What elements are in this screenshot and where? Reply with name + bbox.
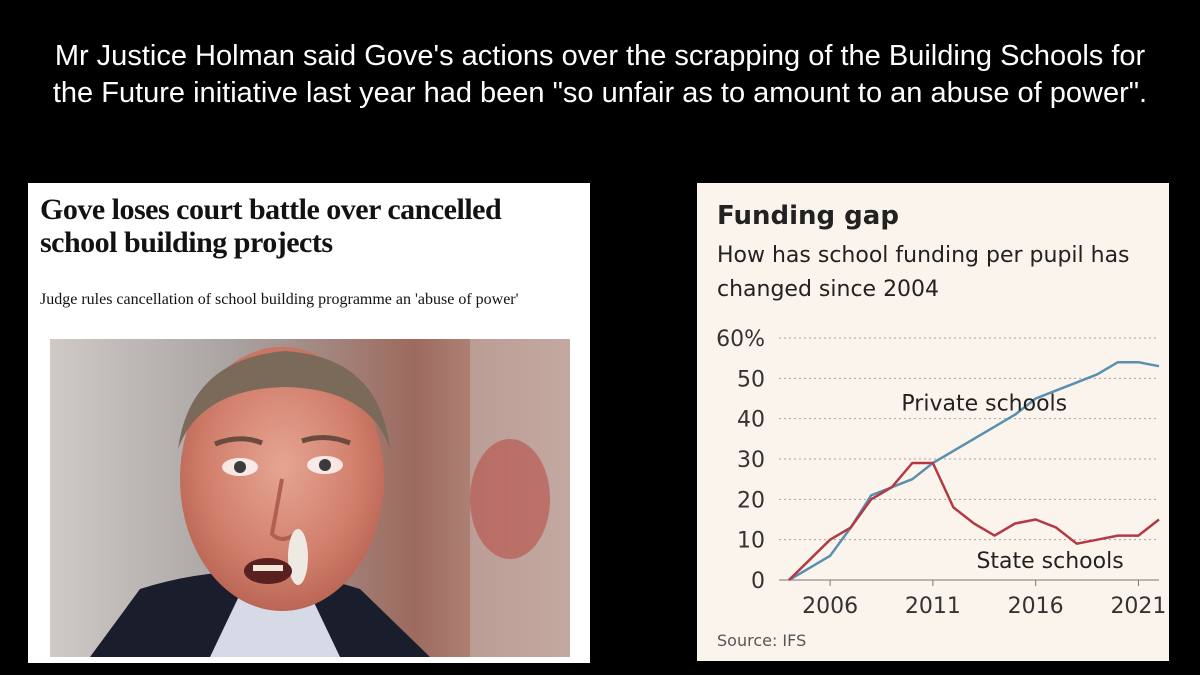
article-clipping: Gove loses court battle over cancelled s… [28,183,590,663]
y-tick-label: 30 [737,448,765,473]
x-tick-label: 2021 [1110,594,1166,619]
y-tick-label: 50 [737,367,765,392]
portrait-illustration [50,339,570,657]
y-tick-label: 20 [737,488,765,513]
x-tick-label: 2016 [1008,594,1064,619]
chart-subtitle: How has school funding per pupil has cha… [717,243,1130,302]
article-headline: Gove loses court battle over cancelled s… [40,193,502,259]
y-tick-label: 40 [737,408,765,433]
y-tick-label: 0 [751,569,765,594]
article-photo [50,339,570,657]
series-label-state: State schools [976,549,1123,574]
x-tick-label: 2006 [802,594,858,619]
x-tick-label: 2011 [905,594,961,619]
caption: Mr Justice Holman said Gove's actions ov… [52,40,1148,109]
y-tick-label: 10 [737,529,765,554]
series-label-private: Private schools [901,392,1067,417]
funding-chart: Funding gap How has school funding per p… [697,183,1169,661]
chart-plot: 60% 50 40 30 20 10 0 2006 2011 2016 2021 Private sc… [716,327,1166,619]
chart-source: Source: IFS [717,631,807,650]
chart-title: Funding gap [717,201,899,231]
series-line-state [788,461,1160,581]
y-tick-label: 60% [716,327,765,352]
article-standfirst: Judge rules cancellation of school build… [40,291,519,308]
